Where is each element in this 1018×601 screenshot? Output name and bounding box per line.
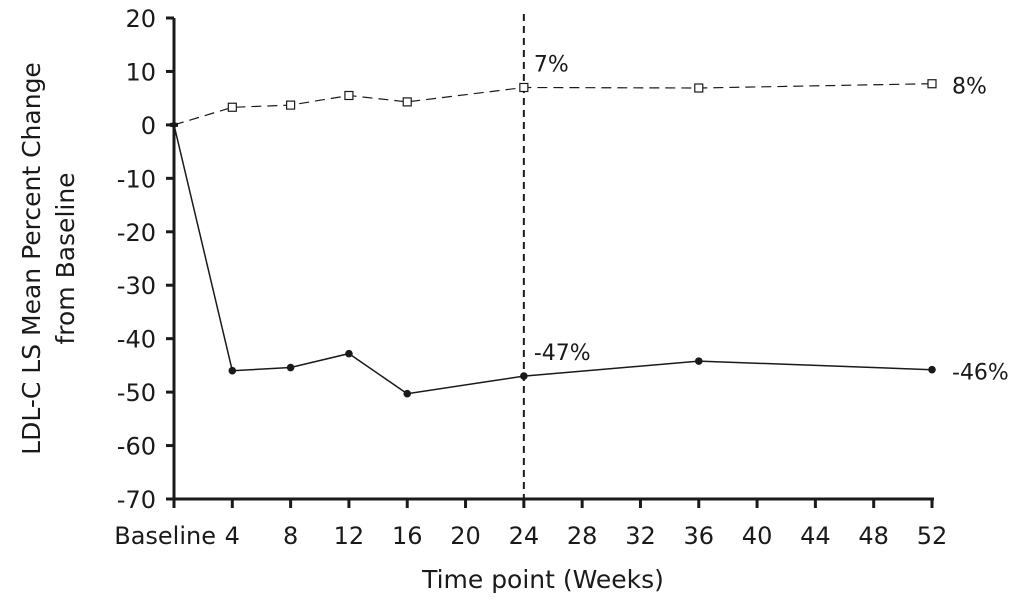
data-label-1: 8% bbox=[952, 75, 987, 100]
x-tick-label-0: Baseline bbox=[114, 522, 216, 550]
x-tick-label-13: 52 bbox=[917, 522, 948, 550]
x-tick-label-10: 40 bbox=[742, 522, 773, 550]
label-layer: LDL-C LS Mean Percent Change from Baseli… bbox=[17, 52, 1009, 594]
y-tick-label-2: 0 bbox=[141, 112, 156, 140]
x-tick-label-5: 20 bbox=[450, 522, 481, 550]
data-label-2: -47% bbox=[534, 341, 591, 366]
series-0-point-3 bbox=[344, 90, 354, 101]
y-tick-label-5: -30 bbox=[117, 272, 156, 300]
series-0-point-5 bbox=[519, 82, 529, 93]
y-tick-label-0: 20 bbox=[125, 5, 156, 33]
x-tick-label-12: 48 bbox=[858, 522, 889, 550]
x-tick-label-8: 32 bbox=[625, 522, 656, 550]
x-tick-label-4: 16 bbox=[392, 522, 423, 550]
y-tick-label-1: 10 bbox=[125, 58, 156, 86]
series-1-point-1 bbox=[228, 366, 237, 375]
y-tick-label-4: -20 bbox=[117, 219, 156, 247]
series-1-point-7 bbox=[928, 365, 936, 374]
x-tick-label-3: 12 bbox=[334, 522, 365, 550]
series-0-point-6 bbox=[694, 83, 704, 93]
y-axis-title-line-2: from Baseline bbox=[51, 172, 80, 344]
x-tick-label-11: 44 bbox=[800, 522, 831, 550]
y-tick-label-7: -50 bbox=[117, 379, 156, 407]
y-tick-label-8: -60 bbox=[117, 433, 156, 461]
series-0-point-2 bbox=[286, 100, 296, 110]
x-tick-label-9: 36 bbox=[683, 522, 714, 550]
series-1-point-6 bbox=[694, 357, 703, 365]
y-axis-title-line-1: LDL-C LS Mean Percent Change bbox=[17, 62, 46, 455]
x-tick-label-1: 4 bbox=[225, 522, 240, 550]
series-1-point-2 bbox=[286, 363, 295, 372]
series-1-point-4 bbox=[403, 389, 412, 398]
data-label-0: 7% bbox=[534, 52, 569, 77]
series-0-point-4 bbox=[402, 97, 412, 107]
series-0-point-1 bbox=[227, 102, 237, 112]
x-tick-label-2: 8 bbox=[283, 522, 298, 550]
series-0-line bbox=[173, 83, 933, 126]
series-1-point-0 bbox=[171, 121, 177, 128]
data-label-3: -46% bbox=[952, 361, 1009, 386]
series-0-point-7 bbox=[927, 79, 937, 89]
series-1-point-3 bbox=[345, 349, 353, 358]
series-1-line bbox=[173, 124, 933, 395]
series-1-point-5 bbox=[520, 372, 528, 380]
y-tick-label-6: -40 bbox=[117, 326, 156, 354]
x-tick-label-7: 28 bbox=[567, 522, 598, 550]
x-axis-title: Time point (Weeks) bbox=[421, 565, 664, 594]
y-tick-label-9: -70 bbox=[117, 486, 156, 514]
x-tick-label-6: 24 bbox=[509, 522, 540, 550]
series-layer bbox=[170, 79, 937, 398]
y-tick-label-3: -10 bbox=[117, 165, 156, 193]
